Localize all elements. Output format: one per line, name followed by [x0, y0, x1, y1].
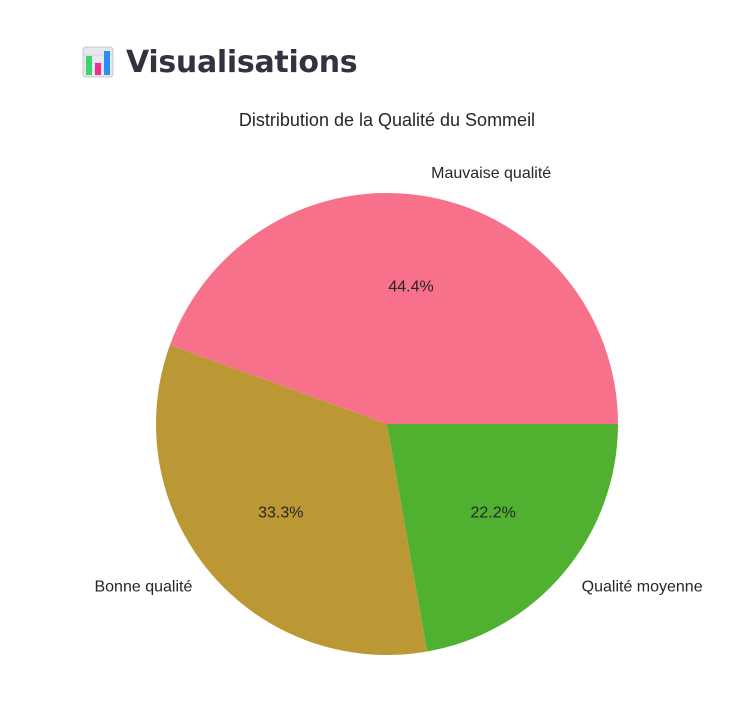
section-header: Visualisations [82, 40, 358, 84]
bar-chart-icon [82, 46, 114, 78]
pie-percent-qualite-moyenne: 22.2% [470, 504, 515, 521]
pie-slice-bonne-qualite [155, 344, 428, 655]
pie-slice-qualite-moyenne [387, 424, 618, 652]
pie-label-bonne-qualite: Bonne qualité [94, 579, 192, 596]
pie-slice-mauvaise-qualite [169, 193, 618, 424]
pie-label-qualite-moyenne: Qualité moyenne [582, 579, 703, 596]
pie-label-mauvaise-qualite: Mauvaise qualité [431, 165, 551, 182]
pie-labels: Mauvaise qualité 44.4% Bonne qualité 33.3% Q… [94, 165, 702, 596]
section-title: Visualisations [126, 44, 358, 80]
chart-title: Distribution de la Qualité du Sommeil [239, 110, 535, 130]
pie-slices [155, 193, 618, 655]
pie-percent-mauvaise-qualite: 44.4% [388, 279, 433, 296]
pie-percent-bonne-qualite: 33.3% [258, 504, 303, 521]
